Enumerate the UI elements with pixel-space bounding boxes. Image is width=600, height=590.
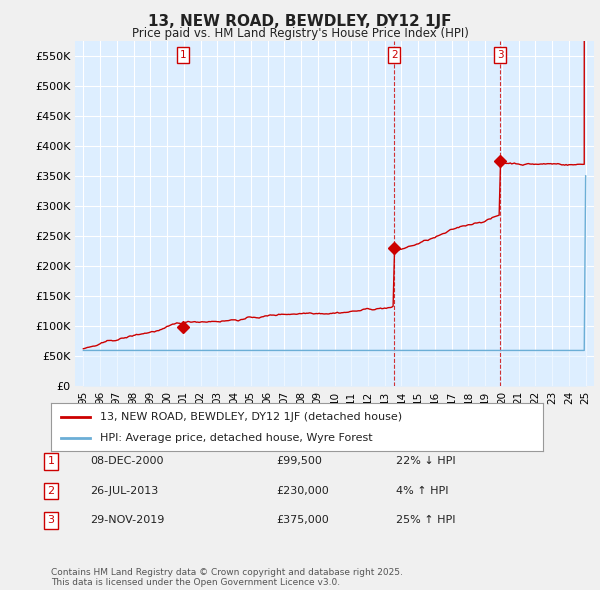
Text: £230,000: £230,000 (276, 486, 329, 496)
Text: 4% ↑ HPI: 4% ↑ HPI (396, 486, 449, 496)
Text: 22% ↓ HPI: 22% ↓ HPI (396, 457, 455, 466)
Text: 29-NOV-2019: 29-NOV-2019 (90, 516, 164, 525)
Text: 3: 3 (47, 516, 55, 525)
Text: 26-JUL-2013: 26-JUL-2013 (90, 486, 158, 496)
Text: 3: 3 (497, 50, 504, 60)
Text: 1: 1 (179, 50, 186, 60)
Text: 25% ↑ HPI: 25% ↑ HPI (396, 516, 455, 525)
Text: 13, NEW ROAD, BEWDLEY, DY12 1JF: 13, NEW ROAD, BEWDLEY, DY12 1JF (148, 14, 452, 28)
Text: Contains HM Land Registry data © Crown copyright and database right 2025.
This d: Contains HM Land Registry data © Crown c… (51, 568, 403, 587)
Text: Price paid vs. HM Land Registry's House Price Index (HPI): Price paid vs. HM Land Registry's House … (131, 27, 469, 40)
Text: 1: 1 (47, 457, 55, 466)
Text: HPI: Average price, detached house, Wyre Forest: HPI: Average price, detached house, Wyre… (100, 433, 373, 443)
Text: £99,500: £99,500 (276, 457, 322, 466)
Text: 2: 2 (47, 486, 55, 496)
Text: 13, NEW ROAD, BEWDLEY, DY12 1JF (detached house): 13, NEW ROAD, BEWDLEY, DY12 1JF (detache… (100, 411, 403, 421)
Text: £375,000: £375,000 (276, 516, 329, 525)
Text: 08-DEC-2000: 08-DEC-2000 (90, 457, 163, 466)
Text: 2: 2 (391, 50, 398, 60)
